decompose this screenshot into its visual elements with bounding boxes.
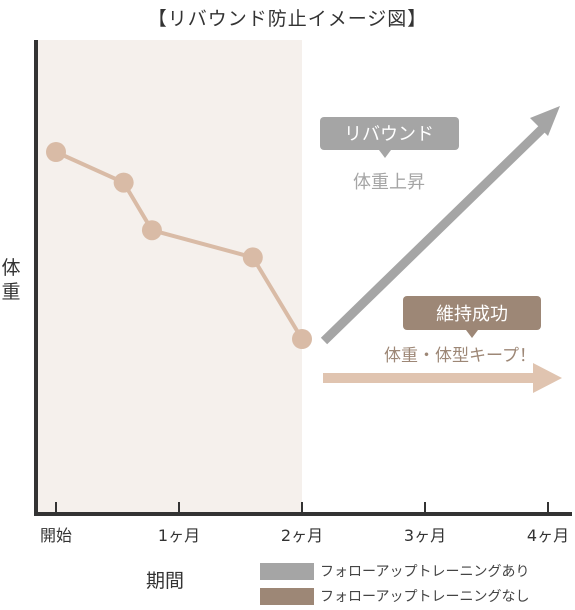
rebound-badge-pointer: [379, 150, 391, 158]
maintain-badge-pointer: [466, 330, 478, 338]
x-tick-label: 3ヶ月: [404, 526, 446, 545]
rebound-arrow-head: [530, 106, 560, 136]
rebound-sublabel: 体重上昇: [353, 172, 425, 193]
x-tick-label: 開始: [40, 526, 72, 545]
maintain-sublabel: 体重・体型キープ！: [384, 346, 536, 366]
data-point: [141, 220, 162, 241]
maintain-label: 維持成功: [436, 304, 508, 325]
highlight-band: [36, 40, 302, 514]
x-axis-label: 期間: [146, 570, 185, 592]
maintain-badge: [403, 296, 541, 330]
data-point: [46, 142, 66, 162]
maintain-arrow-shaft: [323, 373, 536, 383]
data-point: [292, 329, 312, 349]
rebound-label: リバウンド: [344, 124, 434, 145]
maintain-arrow-head: [533, 363, 562, 393]
legend-swatch: [260, 587, 314, 605]
legend-label: フォローアップトレーニングあり: [320, 564, 530, 580]
x-tick-label: 4ヶ月: [527, 526, 569, 545]
legend-label: フォローアップトレーニングなし: [320, 589, 530, 605]
legend-item-with-training: フォローアップトレーニングあり: [260, 560, 575, 582]
legend-item-without-training: フォローアップトレーニングなし: [260, 585, 575, 607]
chart-title: 【リバウンド防止イメージ図】: [147, 8, 428, 30]
x-tick-label: 2ヶ月: [281, 526, 323, 545]
y-axis-label-text: 体重: [1, 257, 21, 303]
legend: フォローアップトレーニングあり フォローアップトレーニングなし: [260, 560, 575, 610]
data-point: [242, 247, 263, 268]
data-point: [113, 172, 134, 193]
x-tick-label: 1ヶ月: [158, 526, 200, 545]
rebound-badge: [320, 117, 459, 150]
rebound-arrow-shaft: [320, 122, 549, 345]
y-axis-label: 体重: [0, 256, 22, 304]
legend-swatch: [260, 562, 314, 580]
